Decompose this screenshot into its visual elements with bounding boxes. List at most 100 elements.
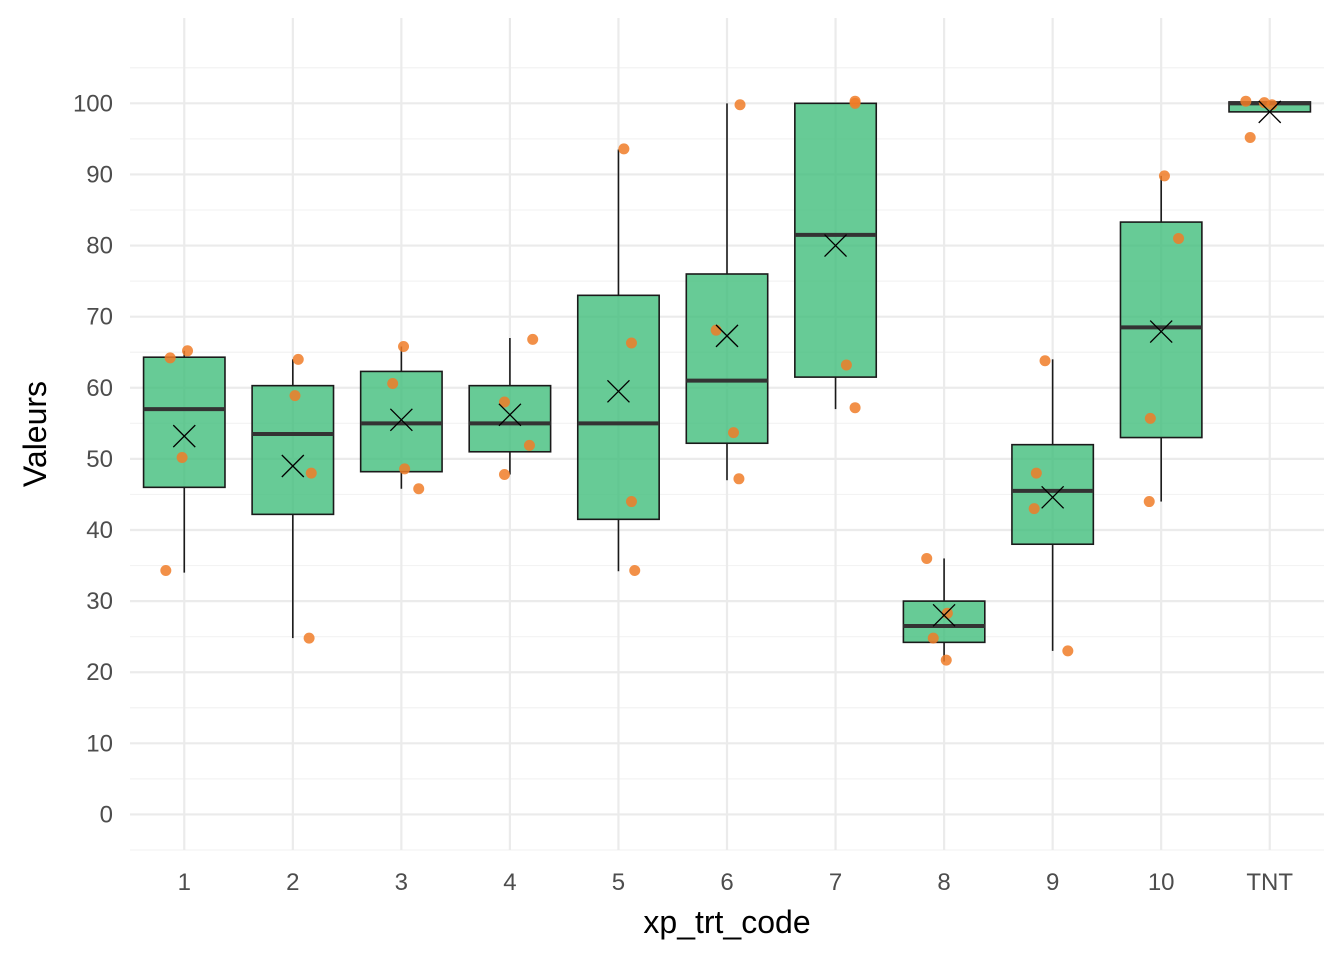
data-point [1158,170,1170,182]
data-point [176,451,188,463]
box-body [902,600,986,644]
data-point [1244,131,1256,143]
data-point [413,483,425,495]
y-tick-label: 30 [86,588,113,615]
box-body [794,102,878,378]
data-point [927,632,939,644]
box-body [576,294,660,521]
mean-marker [715,324,739,348]
box-7 [794,102,878,410]
x-axis-title: xp_trt_code [643,904,810,940]
mean-marker [606,379,630,403]
data-point [387,378,399,390]
y-axis-tick-labels: 0 10 20 30 40 50 60 70 80 90 100 [73,90,113,828]
x-tick-label: 9 [1046,869,1059,896]
x-tick-label: 1 [178,869,191,896]
data-point [1143,496,1155,508]
x-tick-label: 4 [503,869,516,896]
box-5 [576,149,660,572]
data-point [1144,412,1156,424]
box-body [685,273,769,445]
mean-markers [172,100,1282,627]
data-point [625,337,637,349]
x-axis-tick-labels: 1 2 3 4 5 6 7 8 9 10 TNT [178,869,1294,896]
data-point [398,341,410,353]
x-tick-label: 2 [286,869,299,896]
data-point [734,99,746,111]
mean-marker [1258,100,1282,124]
boxplot-series [142,101,1312,662]
x-tick-label: 7 [829,869,842,896]
mean-marker [932,603,956,627]
y-tick-label: 100 [73,90,113,117]
y-tick-label: 70 [86,304,113,331]
data-point [840,359,852,371]
mean-marker [281,454,305,478]
y-tick-label: 80 [86,233,113,260]
data-point [182,345,194,357]
x-tick-label: TNT [1246,869,1293,896]
data-point [527,333,539,345]
data-point [921,552,933,564]
box-6 [685,103,769,481]
box-body [468,384,552,453]
data-point [1030,467,1042,479]
y-axis-title: Valeurs [17,381,53,487]
data-point [1039,355,1051,367]
data-point [1266,99,1278,111]
x-tick-label: 5 [612,869,625,896]
box-body [1011,443,1095,546]
data-point [625,496,637,508]
data-point [629,565,641,577]
box-4 [468,338,552,475]
y-tick-label: 60 [86,375,113,402]
data-point [710,324,722,336]
data-point [618,143,630,155]
data-point [399,463,411,475]
box-8 [902,558,986,662]
data-point [1240,95,1252,107]
y-tick-label: 20 [86,659,113,686]
box-9 [1011,359,1095,651]
data-point [305,467,317,479]
y-tick-label: 90 [86,161,113,188]
data-point [292,353,304,365]
y-tick-label: 0 [100,801,113,828]
data-point [523,439,535,451]
x-tick-label: 8 [937,869,950,896]
data-point [289,390,301,402]
data-point [1173,232,1185,244]
data-point [940,654,952,666]
box-3 [359,346,443,489]
mean-marker [389,408,413,432]
box-body [251,384,335,516]
mean-marker [1149,320,1173,344]
mean-marker [172,424,196,448]
y-tick-label: 10 [86,730,113,757]
x-tick-label: 6 [720,869,733,896]
data-point [498,396,510,408]
data-point [164,352,176,364]
y-tick-label: 50 [86,446,113,473]
data-point [1028,503,1040,515]
mean-marker [498,403,522,427]
data-point [160,565,172,577]
x-tick-label: 10 [1148,869,1175,896]
data-point [733,473,745,485]
y-tick-label: 40 [86,517,113,544]
box-1 [142,350,226,573]
box-body [142,356,226,489]
data-point [303,632,315,644]
data-point [941,607,953,619]
box-2 [251,359,335,639]
data-point [849,97,861,109]
x-tick-label: 3 [395,869,408,896]
box-10 [1119,175,1203,502]
jitter-points [160,95,1278,666]
data-point [498,469,510,481]
mean-marker [824,234,848,258]
mean-marker [1041,485,1065,509]
box-body [1119,221,1203,439]
data-point [728,427,740,439]
